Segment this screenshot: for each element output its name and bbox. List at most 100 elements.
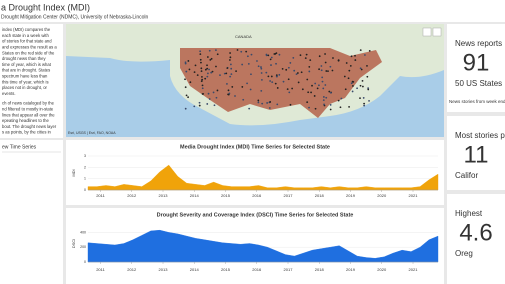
news-point xyxy=(187,60,190,62)
news-point xyxy=(366,64,368,67)
news-point xyxy=(337,99,340,102)
text-line: time of year, which is what xyxy=(2,62,52,67)
news-point xyxy=(364,54,366,56)
news-point xyxy=(350,55,353,58)
news-point xyxy=(359,97,361,100)
news-point xyxy=(320,65,323,67)
y-tick-label: 1 xyxy=(84,177,86,181)
news-point xyxy=(184,61,187,64)
text-line: of stories for that state and xyxy=(2,39,52,44)
news-point xyxy=(320,69,323,72)
text-line: States on the red side of the xyxy=(2,50,55,55)
news-points xyxy=(184,49,371,111)
x-tick-label: 2011 xyxy=(96,267,105,272)
news-point xyxy=(206,56,209,58)
news-point xyxy=(340,97,343,100)
news-point xyxy=(351,90,354,93)
news-point xyxy=(308,65,311,68)
news-point xyxy=(287,78,290,81)
news-point xyxy=(359,67,362,70)
text-line: places not in drought, or xyxy=(2,85,48,90)
news-point xyxy=(274,82,277,85)
news-point xyxy=(245,50,248,53)
mdi-panel xyxy=(66,140,444,205)
news-point xyxy=(349,64,352,67)
news-point xyxy=(291,87,294,90)
news-point xyxy=(354,54,356,57)
news-point xyxy=(201,75,203,78)
left-panel xyxy=(0,24,63,138)
news-point xyxy=(325,96,328,99)
news-point xyxy=(260,89,263,92)
news-point xyxy=(299,54,302,57)
text-line: each state in a week with xyxy=(2,33,49,38)
news-point xyxy=(267,54,270,57)
x-tick-label: 2012 xyxy=(127,267,137,272)
chart-title: Media Drought Index (MDI) Time Series fo… xyxy=(180,144,330,150)
news-point xyxy=(293,69,296,72)
news-point xyxy=(269,80,272,82)
news-point xyxy=(198,104,201,107)
news-point xyxy=(184,107,187,110)
x-tick-label: 2019 xyxy=(346,193,356,198)
news-point xyxy=(235,70,237,73)
news-point xyxy=(324,84,327,86)
news-point xyxy=(278,73,281,76)
text-line: and expresses the result as a xyxy=(2,45,57,50)
news-point xyxy=(248,107,251,110)
text-line: events. xyxy=(2,91,16,96)
text-line: epeating headlines to the xyxy=(2,118,49,123)
news-point xyxy=(309,59,312,62)
news-point xyxy=(230,73,233,76)
news-point xyxy=(199,53,202,56)
news-point xyxy=(250,73,252,76)
news-point xyxy=(215,96,218,99)
x-tick-label: 2018 xyxy=(315,193,325,198)
header xyxy=(0,0,505,22)
map-button[interactable] xyxy=(432,27,442,37)
news-point xyxy=(227,89,230,92)
news-point xyxy=(304,57,307,60)
news-point xyxy=(324,61,327,64)
news-point xyxy=(330,91,332,94)
news-point xyxy=(241,86,244,88)
news-point xyxy=(269,101,272,103)
news-point xyxy=(207,92,210,95)
map-button[interactable] xyxy=(422,27,432,37)
news-point xyxy=(281,67,284,70)
news-point xyxy=(329,103,332,106)
text-line: drought news than they xyxy=(2,56,46,61)
news-point xyxy=(189,81,192,84)
news-point xyxy=(249,88,252,91)
news-point xyxy=(311,84,313,87)
news-point xyxy=(328,90,331,93)
header-title: a Drought Index (MDI) xyxy=(1,2,90,12)
news-point xyxy=(193,105,196,108)
tab-label[interactable]: ew Time Series xyxy=(2,144,37,150)
news-point xyxy=(314,107,317,110)
x-tick-label: 2014 xyxy=(190,267,200,272)
news-point xyxy=(200,67,203,70)
news-point xyxy=(257,65,260,68)
text-line: nd filtered to mostly in-state xyxy=(2,107,54,112)
indicator-note: News stories from week end xyxy=(449,99,505,104)
news-point xyxy=(278,53,281,56)
news-point xyxy=(322,87,325,90)
news-point xyxy=(208,68,210,71)
news-point xyxy=(306,101,309,104)
news-point xyxy=(322,99,325,102)
news-point xyxy=(282,80,285,83)
map-attribution: Esri, USGS | Esri, FAO, NOAA xyxy=(68,131,116,135)
y-tick-label: 400 xyxy=(80,230,86,234)
news-point xyxy=(344,88,347,91)
chart-title: Drought Severity and Coverage Index (DSC… xyxy=(157,212,354,218)
indicator-caption: Califor xyxy=(455,171,478,180)
x-tick-label: 2011 xyxy=(96,193,105,198)
news-point xyxy=(196,74,199,77)
news-point xyxy=(348,105,350,108)
news-point xyxy=(270,75,273,78)
news-point xyxy=(318,55,321,58)
news-point xyxy=(296,72,299,74)
news-point xyxy=(184,62,187,65)
